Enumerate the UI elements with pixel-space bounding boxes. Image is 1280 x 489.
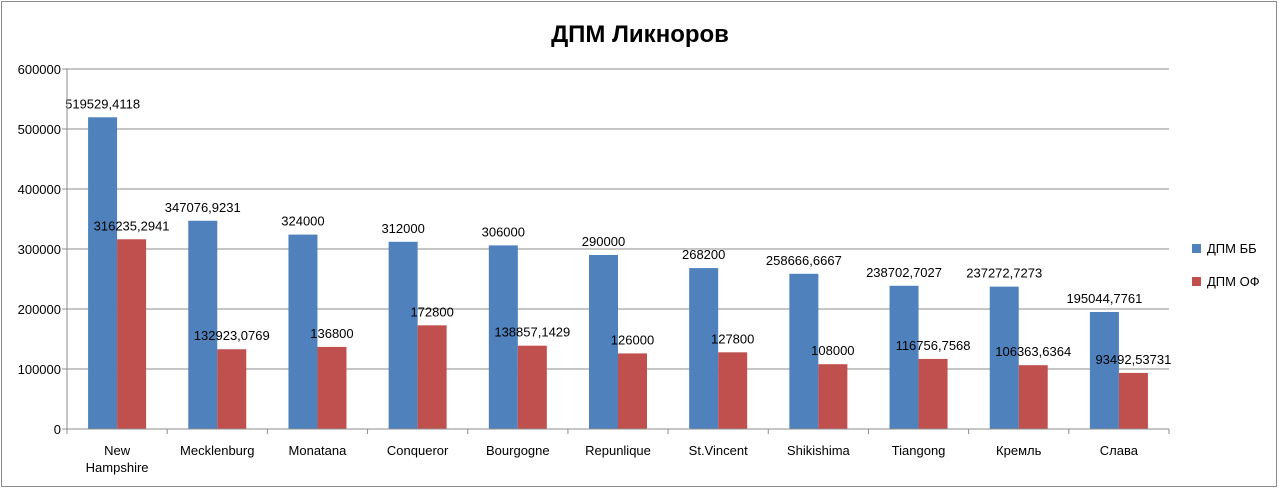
x-category-label: Mecklenburg xyxy=(180,443,254,458)
bar-of xyxy=(1118,372,1148,429)
x-category-label: Tiangong xyxy=(892,443,946,458)
x-category-label: New xyxy=(104,443,131,458)
bar-bb xyxy=(388,241,418,429)
data-label: 93492,53731 xyxy=(1095,352,1171,367)
data-label: 138857,1429 xyxy=(494,325,570,340)
chart-title: ДПМ Ликноров xyxy=(551,21,729,48)
legend: ДПМ ББ ДПМ ОФ xyxy=(1192,241,1260,289)
data-label: 108000 xyxy=(811,343,854,358)
bar-of xyxy=(117,239,147,429)
data-labels: 519529,4118 316235,2941 347076,9231 132923,… xyxy=(65,96,1171,367)
bar-of xyxy=(918,358,948,429)
y-axis-ticks: 0 100000 200000 300000 400000 500000 600000 xyxy=(18,62,67,437)
data-label: 312000 xyxy=(381,221,424,236)
bar-bb xyxy=(889,285,919,429)
x-category-label: Conqueror xyxy=(387,443,449,458)
data-label: 268200 xyxy=(682,247,725,262)
data-label: 324000 xyxy=(281,214,324,229)
bar-bb xyxy=(188,220,218,429)
y-tick-label: 100000 xyxy=(18,362,61,377)
y-tick-label: 600000 xyxy=(18,62,61,77)
x-category-label: Bourgogne xyxy=(486,443,550,458)
bars xyxy=(88,117,1148,430)
data-label: 237272,7273 xyxy=(966,266,1042,281)
bar-bb xyxy=(88,117,118,430)
y-tick-label: 500000 xyxy=(18,122,61,137)
data-label: 258666,6667 xyxy=(766,253,842,268)
bar-of xyxy=(618,353,647,429)
data-label: 290000 xyxy=(582,234,625,249)
y-tick-label: 200000 xyxy=(18,302,61,317)
bar-of xyxy=(417,325,447,429)
data-label: 136800 xyxy=(310,326,353,341)
bar-of xyxy=(517,345,547,429)
bar-bb xyxy=(488,245,518,429)
data-label: 126000 xyxy=(611,332,654,347)
bar-bb xyxy=(288,234,318,429)
bar-of xyxy=(718,352,748,429)
data-label: 132923,0769 xyxy=(194,328,270,343)
data-label: 172800 xyxy=(410,304,453,319)
bar-of xyxy=(818,364,848,429)
data-label: 195044,7761 xyxy=(1066,291,1142,306)
x-category-label: St.Vincent xyxy=(689,443,748,458)
y-tick-label: 400000 xyxy=(18,182,61,197)
data-label: 116756,7568 xyxy=(896,338,971,353)
bar-bb xyxy=(689,268,719,429)
bar-bb xyxy=(1089,311,1119,429)
legend-label: ДПМ ББ xyxy=(1207,241,1257,256)
x-category-label: Monatana xyxy=(289,443,348,458)
data-label: 106363,6364 xyxy=(995,344,1071,359)
data-label: 347076,9231 xyxy=(165,200,241,215)
x-category-label: Кремль xyxy=(996,443,1042,458)
data-label: 238702,7027 xyxy=(866,265,942,280)
data-label: 127800 xyxy=(711,331,754,346)
x-category-label: Hampshire xyxy=(86,460,149,475)
bar-bb xyxy=(589,255,618,429)
bar-of xyxy=(1018,365,1048,429)
x-category-label: Слава xyxy=(1100,443,1139,458)
x-category-label: Repunlique xyxy=(585,443,651,458)
bar-of xyxy=(217,349,247,429)
y-tick-label: 300000 xyxy=(18,242,61,257)
bar-bb xyxy=(989,286,1019,429)
data-label: 519529,4118 xyxy=(65,96,140,111)
x-category-label: Shikishima xyxy=(787,443,851,458)
data-label: 306000 xyxy=(482,224,525,239)
bar-of xyxy=(317,346,347,429)
axes xyxy=(66,69,1169,430)
bar-bb xyxy=(789,273,819,429)
legend-swatch xyxy=(1192,277,1201,286)
data-label: 316235,2941 xyxy=(94,218,170,233)
legend-label: ДПМ ОФ xyxy=(1207,274,1260,289)
legend-swatch xyxy=(1192,244,1201,253)
x-axis-categories: New Hampshire Mecklenburg Monatana Conqueror… xyxy=(66,429,1170,475)
y-tick-label: 0 xyxy=(54,422,61,437)
